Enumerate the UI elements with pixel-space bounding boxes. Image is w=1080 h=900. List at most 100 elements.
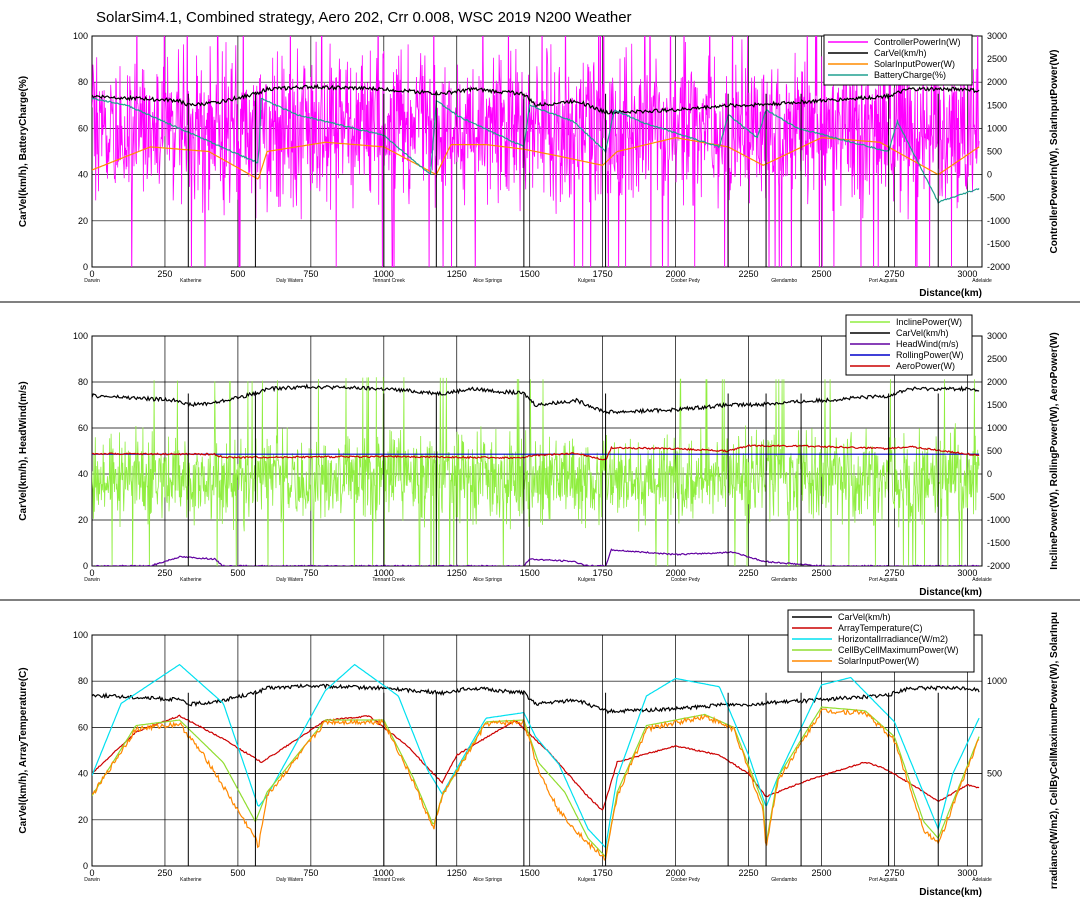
y-tick-left: 0 — [83, 262, 88, 272]
town-label: Kulgera — [578, 577, 595, 583]
y-tick-right: 1000 — [987, 123, 1007, 133]
y-tick-left: 80 — [78, 676, 88, 686]
x-tick: 1500 — [520, 868, 540, 878]
y-tick-left: 0 — [83, 861, 88, 871]
x-tick: 2000 — [666, 868, 686, 878]
chart-panel-3: 0 20 40 60 80 100 500 1000 0 250 500 750 1000 1250 150… — [18, 609, 1060, 898]
series-line-2 — [92, 663, 980, 849]
x-tick: 500 — [230, 269, 245, 279]
y-tick-right: -1500 — [987, 538, 1010, 548]
x-tick: 1500 — [520, 568, 540, 578]
town-label: Tennant Creek — [372, 278, 405, 284]
legend-entry: CarVel(km/h) — [896, 328, 949, 338]
x-tick: 1000 — [374, 269, 394, 279]
y-tick-right: 2000 — [987, 77, 1007, 87]
town-label: Daly Waters — [276, 577, 304, 583]
y-tick-right: 3000 — [987, 331, 1007, 341]
town-label: Darwin — [84, 877, 100, 883]
y-axis-label-right: rradiance(W/m2), CellByCellMaximumPower(… — [1049, 612, 1060, 889]
x-tick: 1250 — [447, 868, 467, 878]
legend-entry: HorizontalIrradiance(W/m2) — [838, 634, 948, 644]
town-label: Tennant Creek — [372, 877, 405, 883]
x-tick: 500 — [230, 568, 245, 578]
legend-entry: BatteryCharge(%) — [874, 70, 946, 80]
y-axis-label-right: InclinePower(W), RollingPower(W), AeroPo… — [1049, 332, 1060, 569]
series-line-0 — [92, 683, 980, 715]
y-tick-right: 1000 — [987, 423, 1007, 433]
town-label: Alice Springs — [473, 278, 503, 284]
x-tick: 1750 — [593, 568, 613, 578]
y-tick-left: 80 — [78, 377, 88, 387]
y-tick-left: 100 — [73, 630, 88, 640]
town-label: Katherine — [180, 577, 202, 583]
legend-entry: CarVel(km/h) — [874, 48, 927, 58]
town-label: Alice Springs — [473, 877, 503, 883]
plot-area — [91, 335, 983, 567]
y-tick-right: -2000 — [987, 561, 1010, 571]
y-tick-right: 0 — [987, 170, 992, 180]
chart-title: SolarSim4.1, Combined strategy, Aero 202… — [96, 9, 632, 26]
x-tick: 1000 — [374, 868, 394, 878]
y-tick-left: 100 — [73, 31, 88, 41]
x-tick: 1250 — [447, 568, 467, 578]
x-tick: 2500 — [811, 868, 831, 878]
town-label: Alice Springs — [473, 577, 503, 583]
plot-series — [92, 36, 980, 267]
x-tick: 0 — [89, 868, 94, 878]
x-tick: 0 — [89, 269, 94, 279]
x-tick: 2750 — [884, 269, 904, 279]
town-label: Katherine — [180, 278, 202, 284]
x-tick: 0 — [89, 568, 94, 578]
x-axis-label: Distance(km) — [919, 288, 982, 299]
x-tick: 1750 — [593, 868, 613, 878]
legend-box — [823, 34, 973, 86]
town-label: Port Augusta — [869, 577, 898, 583]
legend-entry: HeadWind(m/s) — [896, 339, 959, 349]
town-label: Coober Pedy — [671, 577, 701, 583]
x-tick: 2750 — [884, 568, 904, 578]
town-label: Kulgera — [578, 877, 595, 883]
x-tick: 1250 — [447, 269, 467, 279]
legend-entry: SolarInputPower(W) — [874, 59, 955, 69]
town-label: Glendambo — [771, 877, 797, 883]
y-axis-label-left: CarVel(km/h), ArrayTemperature(C) — [18, 667, 29, 833]
town-label: Daly Waters — [276, 877, 304, 883]
y-tick-right: -2000 — [987, 262, 1010, 272]
series-line-4 — [92, 708, 980, 861]
legend-entry: ControllerPowerIn(W) — [874, 37, 961, 47]
y-tick-right: -500 — [987, 193, 1005, 203]
x-tick: 750 — [303, 868, 318, 878]
y-tick-left: 0 — [83, 561, 88, 571]
x-tick: 500 — [230, 868, 245, 878]
series-line-1 — [92, 714, 980, 811]
x-tick: 2000 — [666, 269, 686, 279]
y-tick-right: 500 — [987, 769, 1002, 779]
y-tick-right: 3000 — [987, 31, 1007, 41]
series-line-0 — [92, 36, 980, 267]
series-line-1 — [92, 83, 980, 116]
x-tick: 3000 — [957, 868, 977, 878]
y-tick-right: -1500 — [987, 239, 1010, 249]
town-label: Daly Waters — [276, 278, 304, 284]
legend-box — [845, 314, 973, 376]
y-axis-label-left: CarVel(km/h), HeadWind(m/s) — [18, 381, 29, 520]
y-tick-right: 500 — [987, 147, 1002, 157]
series-line-0 — [92, 376, 980, 566]
y-tick-right: 500 — [987, 446, 1002, 456]
y-tick-right: 1500 — [987, 100, 1007, 110]
legend-entry: RollingPower(W) — [896, 350, 964, 360]
town-label: Adelaide — [972, 577, 992, 583]
series-line-3 — [92, 706, 980, 859]
y-tick-right: 0 — [987, 469, 992, 479]
y-tick-left: 20 — [78, 515, 88, 525]
series-line-2 — [92, 548, 980, 566]
x-tick: 2250 — [739, 568, 759, 578]
x-axis-label: Distance(km) — [919, 587, 982, 598]
town-label: Port Augusta — [869, 278, 898, 284]
y-tick-right: 1500 — [987, 400, 1007, 410]
town-label: Darwin — [84, 278, 100, 284]
y-tick-left: 40 — [78, 769, 88, 779]
legend-entry: CellByCellMaximumPower(W) — [838, 645, 959, 655]
